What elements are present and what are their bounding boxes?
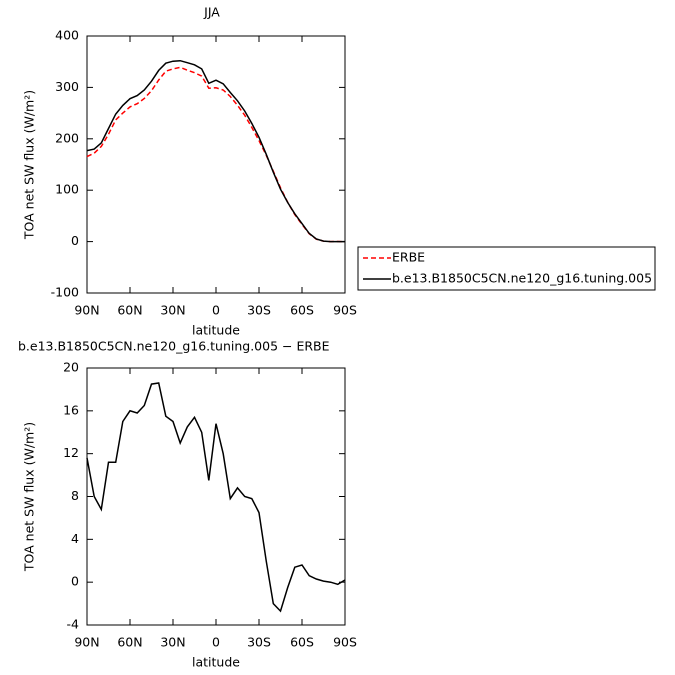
y-tick-label: -100 <box>51 285 79 300</box>
x-tick-label: 30N <box>160 303 185 318</box>
x-tick-label: 30N <box>160 635 185 650</box>
chart-title: JJA <box>203 5 220 20</box>
x-tick-label: 90N <box>74 635 99 650</box>
x-tick-label: 90S <box>333 303 357 318</box>
plot-frame <box>86 35 346 294</box>
legend-label: ERBE <box>392 250 425 265</box>
plot-frame <box>86 367 346 626</box>
y-tick-label: 8 <box>71 488 79 503</box>
x-tick-label: 0 <box>212 635 220 650</box>
data-line <box>86 382 346 613</box>
y-tick-label: 400 <box>55 28 79 43</box>
legend-box <box>357 246 656 291</box>
legend-label: b.e13.B1850C5CN.ne120_g16.tuning.005 <box>392 271 652 286</box>
y-tick-label: 20 <box>63 360 79 375</box>
y-axis-label: TOA net SW flux (W/m²) <box>22 422 37 572</box>
x-axis-label: latitude <box>192 655 240 670</box>
y-tick-label: 12 <box>63 445 79 460</box>
x-tick-label: 0 <box>212 303 220 318</box>
y-axis-label: TOA net SW flux (W/m²) <box>22 90 37 240</box>
x-tick-label: 60S <box>290 303 314 318</box>
x-tick-label: 60S <box>290 635 314 650</box>
data-line <box>86 59 345 243</box>
x-tick-label: 30S <box>247 303 271 318</box>
x-tick-label: 60N <box>117 635 142 650</box>
data-line <box>86 66 346 243</box>
x-tick-label: 30S <box>247 635 271 650</box>
y-tick-label: 0 <box>71 233 79 248</box>
x-tick-label: 90N <box>74 303 99 318</box>
y-tick-label: 16 <box>63 402 79 417</box>
y-tick-label: 4 <box>71 531 79 546</box>
chart-title: b.e13.B1850C5CN.ne120_g16.tuning.005 − E… <box>18 339 330 354</box>
x-axis-label: latitude <box>192 323 240 338</box>
x-tick-label: 60N <box>117 303 142 318</box>
y-tick-label: 200 <box>55 130 79 145</box>
y-tick-label: 300 <box>55 79 79 94</box>
x-tick-label: 90S <box>333 635 357 650</box>
y-tick-label: 0 <box>71 574 79 589</box>
y-tick-label: -4 <box>67 617 80 632</box>
y-tick-label: 100 <box>55 182 79 197</box>
